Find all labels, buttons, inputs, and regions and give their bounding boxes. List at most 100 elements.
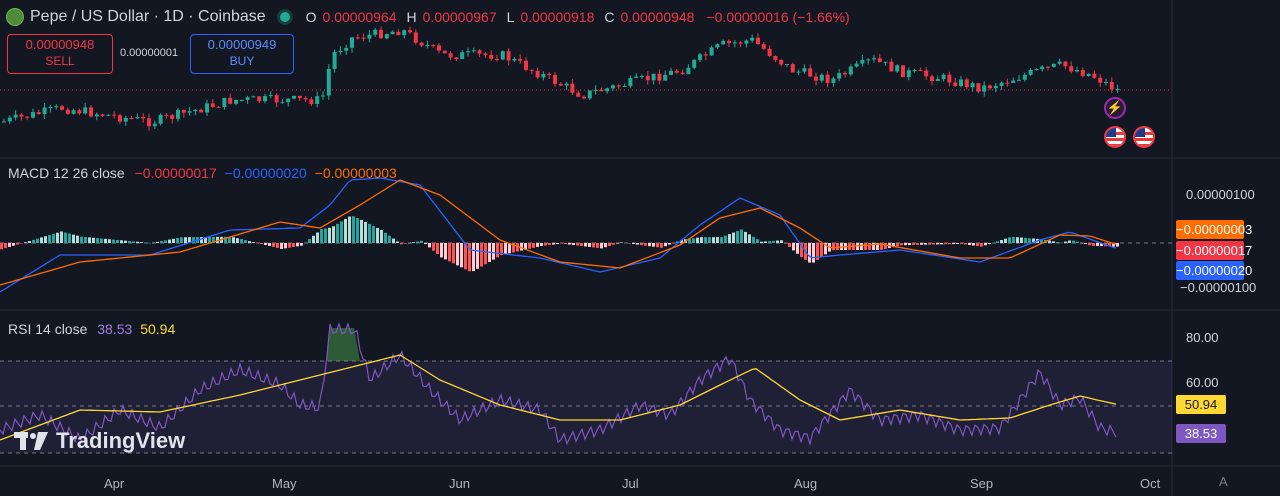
macd-histogram-bar <box>364 221 367 243</box>
macd-histogram-bar <box>48 235 51 243</box>
macd-histogram-bar <box>180 237 183 243</box>
candle <box>7 117 12 122</box>
macd-histogram-bar <box>940 243 943 245</box>
candle <box>877 58 882 63</box>
macd-histogram-bar <box>228 236 231 243</box>
candle <box>785 64 789 66</box>
macd-histogram-bar <box>900 243 903 246</box>
candle <box>674 70 679 73</box>
candle <box>152 123 157 127</box>
candle <box>448 53 453 58</box>
candle <box>1075 70 1079 72</box>
candle <box>622 85 627 87</box>
candle <box>454 57 459 60</box>
candle <box>1104 81 1108 83</box>
candle <box>210 103 215 107</box>
macd-histogram-bar <box>252 242 255 243</box>
candle <box>576 92 581 97</box>
candle <box>251 96 256 98</box>
macd-legend[interactable]: MACD 12 26 close −0.00000017 −0.00000020… <box>8 165 397 181</box>
macd-histogram-bar <box>796 243 799 254</box>
lightning-icon[interactable]: ⚡ <box>1104 97 1126 119</box>
candle <box>268 95 273 97</box>
macd-histogram-bar <box>476 243 479 269</box>
candle <box>442 50 447 54</box>
macd-histogram-bar <box>200 237 203 243</box>
macd-histogram-bar <box>624 242 627 244</box>
macd-histogram-bar <box>168 239 171 243</box>
macd-histogram-bar <box>752 236 755 243</box>
macd-histogram-bar <box>320 229 323 243</box>
rsi-ma-value: 50.94 <box>140 321 176 337</box>
macd-histogram-bar <box>188 237 191 243</box>
macd-histogram-bar <box>560 243 563 244</box>
candle <box>94 114 99 117</box>
candle <box>814 76 818 81</box>
macd-histogram-bar <box>496 243 499 258</box>
candle <box>379 29 383 39</box>
macd-histogram-bar <box>112 239 115 243</box>
macd-histogram-bar <box>908 243 911 246</box>
macd-histogram-bar <box>672 243 675 244</box>
macd-histogram-bar <box>552 243 555 245</box>
symbol-title[interactable]: Pepe / US Dollar · 1D · Coinbase <box>30 8 266 25</box>
macd-histogram-bar <box>708 237 711 243</box>
candle <box>141 117 146 119</box>
macd-histogram-bar <box>420 240 423 243</box>
macd-histogram-bar <box>504 243 507 255</box>
time-axis-label: Sep <box>970 476 994 491</box>
rsi-legend[interactable]: RSI 14 close 38.53 50.94 <box>8 321 175 337</box>
macd-histogram-bar <box>224 236 227 243</box>
macd-histogram-bar <box>480 243 483 267</box>
macd-histogram-bar <box>584 243 587 247</box>
macd-histogram-bar <box>648 243 651 247</box>
candle <box>1063 61 1068 67</box>
candle <box>587 90 592 99</box>
macd-histogram <box>0 216 1119 272</box>
buy-button[interactable]: 0.00000949 BUY <box>190 34 294 74</box>
macd-histogram-bar <box>580 243 583 246</box>
macd-histogram-bar <box>156 241 159 243</box>
macd-histogram-bar <box>240 239 243 243</box>
macd-histogram-bar <box>912 243 915 245</box>
candle <box>384 34 389 39</box>
macd-histogram-bar <box>936 243 939 245</box>
macd-histogram-bar <box>860 243 863 250</box>
macd-histogram-bar <box>1024 237 1027 243</box>
macd-histogram-bar <box>556 243 559 245</box>
candle <box>645 75 650 81</box>
tradingview-watermark: TradingView <box>14 428 185 454</box>
macd-histogram-bar <box>232 237 235 243</box>
macd-histogram-bar <box>424 243 427 245</box>
macd-histogram-bar <box>692 238 695 243</box>
macd-histogram-bar <box>328 227 331 243</box>
candle <box>54 106 59 108</box>
candle <box>118 115 122 122</box>
us-flag-icon[interactable] <box>1104 126 1126 148</box>
macd-histogram-bar <box>24 242 27 243</box>
symbol-header[interactable]: Pepe / US Dollar · 1D · Coinbase O 0.0000… <box>6 5 850 29</box>
macd-histogram-bar <box>788 243 791 248</box>
candle <box>495 58 499 60</box>
macd-histogram-bar <box>612 243 615 245</box>
sell-button[interactable]: 0.00000948 SELL <box>7 34 113 74</box>
macd-histogram-bar <box>700 237 703 243</box>
candle <box>164 114 169 116</box>
candle <box>437 45 441 51</box>
candle <box>802 68 807 72</box>
rsi-indicator-label: RSI 14 close <box>8 321 88 337</box>
macd-histogram-bar <box>280 243 283 249</box>
candle <box>1011 80 1016 83</box>
auto-scale-icon[interactable]: A <box>1219 474 1228 489</box>
us-flag-icon[interactable] <box>1133 126 1155 148</box>
macd-hist-tag: −0.00000017 <box>1176 241 1253 260</box>
candle <box>129 117 134 119</box>
candle <box>309 99 314 105</box>
spread-value: 0.00000001 <box>120 47 179 59</box>
candle <box>25 116 30 118</box>
macd-histogram-bar <box>956 243 959 244</box>
candle <box>239 99 244 101</box>
macd-histogram-bar <box>432 243 435 251</box>
candle <box>935 79 940 81</box>
